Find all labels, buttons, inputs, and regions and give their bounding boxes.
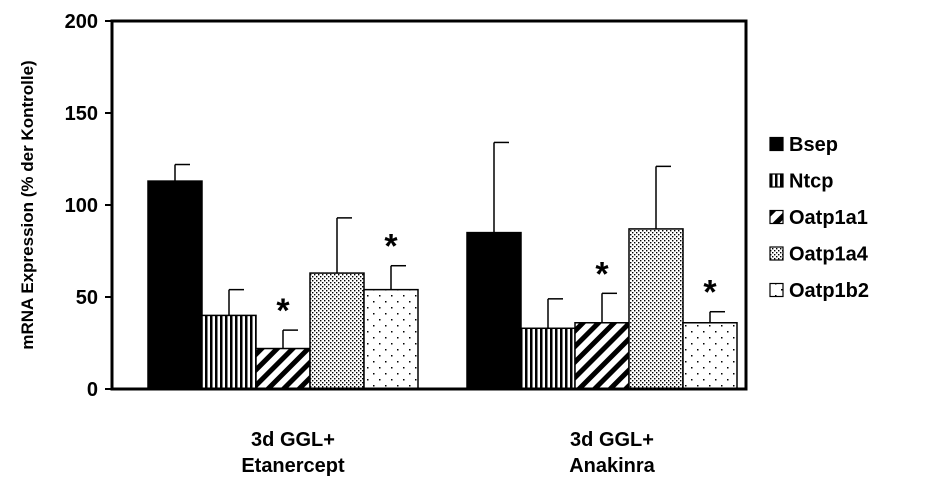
bar-oatp1a1-1 (255, 347, 311, 390)
significance-star: * (703, 274, 717, 312)
significance-markers: * * * * (276, 228, 717, 330)
category-label-line2: Anakinra (569, 455, 655, 477)
bar-oatp1b2-2 (682, 322, 738, 390)
bars (147, 180, 738, 390)
y-tick-label: 100 (65, 195, 98, 217)
legend-label-oatp1b2: Oatp1b2 (789, 280, 869, 302)
bar-ntcp-1 (201, 314, 257, 390)
y-axis-label: mRNA Expression (% der Kontrolle) (18, 60, 37, 349)
legend-swatch-ntcp (769, 173, 784, 188)
legend-label-oatp1a4: Oatp1a4 (789, 244, 869, 266)
error-bars (174, 141, 725, 349)
bar-bsep-1 (147, 180, 203, 390)
legend-label-ntcp: Ntcp (789, 171, 833, 193)
legend: Bsep Ntcp Oatp1a1 Oatp1a4 Oatp1b2 (769, 134, 869, 302)
bar-ntcp-2 (520, 327, 576, 390)
legend-label-bsep: Bsep (789, 134, 838, 156)
legend-label-oatp1a1: Oatp1a1 (789, 207, 868, 229)
bar-oatp1a4-2 (628, 228, 684, 390)
category-label-line2: Etanercept (241, 455, 345, 477)
bar-oatp1b2-1 (363, 288, 419, 390)
y-tick-label: 0 (87, 379, 98, 401)
legend-swatch-oatp1a1 (769, 209, 784, 225)
significance-star: * (276, 292, 290, 330)
legend-swatch-oatp1b2 (769, 282, 784, 298)
bar-bsep-2 (466, 231, 522, 390)
bar-oatp1a4-1 (309, 272, 365, 390)
significance-star: * (595, 255, 609, 293)
y-tick-label: 150 (65, 103, 98, 125)
plot-frame (110, 19, 748, 391)
y-axis: 0 50 100 150 200 (65, 11, 112, 401)
category-label-line1: 3d GGL+ (251, 429, 335, 451)
category-label-line1: 3d GGL+ (570, 429, 654, 451)
legend-swatch-bsep (769, 136, 784, 152)
bar-oatp1a1-2 (574, 322, 630, 390)
y-tick-label: 50 (76, 287, 98, 309)
significance-star: * (384, 228, 398, 266)
x-axis-categories: 3d GGL+ Etanercept 3d GGL+ Anakinra (241, 429, 655, 477)
legend-swatch-oatp1a4 (769, 246, 784, 261)
y-tick-label: 200 (65, 11, 98, 33)
